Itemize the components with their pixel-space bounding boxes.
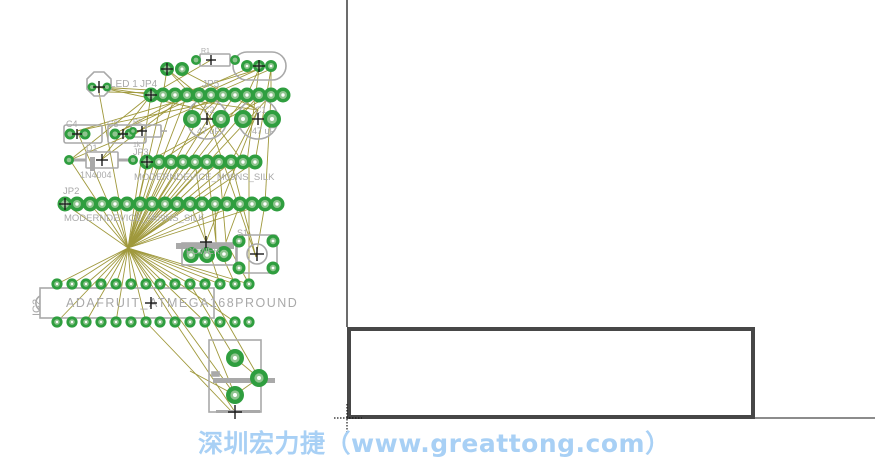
pad-c4c3 xyxy=(64,127,137,140)
pad-led1 xyxy=(87,82,112,92)
silk-text-led1: LED 1 xyxy=(110,79,138,90)
silk-text-power: POWER xyxy=(186,246,221,256)
silk-text-jp3-footprint: MODERNDEVICE_M09NS_SILK xyxy=(134,172,275,183)
c4-body xyxy=(63,124,103,144)
jp5-oval-outline xyxy=(232,51,287,81)
pad-row-jp3 xyxy=(139,154,263,170)
board-rect xyxy=(347,327,755,419)
pad-regulator xyxy=(226,349,268,404)
s1-body xyxy=(236,234,278,274)
silk-text-r2: R2 xyxy=(133,119,142,126)
silk-text-c1-value: 47 uF xyxy=(252,126,276,136)
silk-text-c2-value: 47 uF xyxy=(197,126,221,136)
pad-row-ic2-bottom xyxy=(51,316,255,328)
silk-text-d1-value: 1N4004 xyxy=(80,170,112,180)
c3-body xyxy=(107,124,147,144)
ic2-body xyxy=(39,287,215,319)
watermark-latin: （www.greattong.com） xyxy=(325,429,671,458)
silk-text-r2-value: 1k xyxy=(133,142,141,149)
pad-crosshair-markers xyxy=(59,55,265,419)
s1-actuator xyxy=(246,243,268,265)
silkscreen-text-layer: LED 1 JP4 JP5 R1 C2 C1 47 uF 47 uF C4 C3… xyxy=(31,48,298,316)
pad-row-ic2-top xyxy=(51,278,255,290)
silk-text-d1: D1 xyxy=(86,143,98,153)
silk-text-ic2-footprint: ADAFRUIT_ATMEGA168PROUND xyxy=(66,296,298,310)
watermark-chinese: 深圳宏力捷 xyxy=(198,429,326,458)
silk-text-r1: R1 xyxy=(201,48,210,55)
silk-text-jp4: JP4 xyxy=(140,79,158,90)
led1-outline xyxy=(86,71,112,97)
silk-text-jp3: JP3 xyxy=(133,147,149,157)
pad-row-jp4 xyxy=(143,87,291,103)
silk-text-c2: C2 xyxy=(203,105,215,115)
pad-d1 xyxy=(64,155,138,165)
pad-power-conn xyxy=(183,246,232,263)
silk-text-jp2: JP2 xyxy=(63,186,79,197)
silk-text-jp2-footprint: MODERNDEVICE_M09NS_SILK xyxy=(64,213,205,224)
pad-c2c1 xyxy=(183,110,281,128)
silk-text-c3: C3 xyxy=(107,119,119,129)
watermark-text: 深圳宏力捷（www.greattong.com） xyxy=(198,424,671,460)
silk-text-jp5: JP5 xyxy=(202,79,220,90)
silk-text-s1: S1 xyxy=(237,228,248,238)
pad-row-jp2 xyxy=(57,196,285,212)
silk-text-c1: C1 xyxy=(255,105,267,115)
board-outline-layer xyxy=(346,0,875,419)
pad-s1 xyxy=(232,234,280,275)
silk-text-ic2: IC2 xyxy=(31,299,43,316)
silk-text-c4: C4 xyxy=(66,119,78,129)
reg-tab-small xyxy=(211,371,220,377)
